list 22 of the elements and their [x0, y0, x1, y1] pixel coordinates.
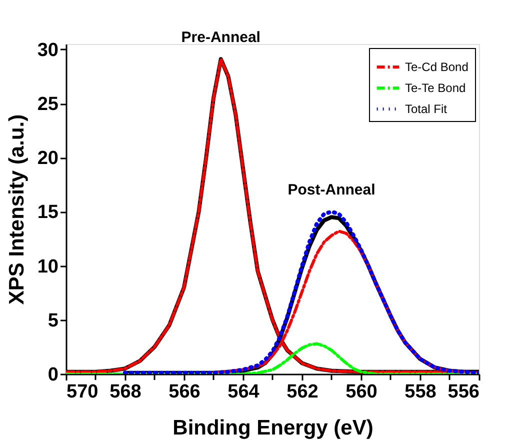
y-tick-label: 0 [48, 364, 58, 386]
y-tick-label: 10 [37, 256, 58, 278]
x-tick-label: 568 [110, 382, 142, 402]
x-axis-title: Binding Energy (eV) [172, 416, 374, 440]
y-tick-label: 25 [37, 94, 59, 116]
annotation: Pre-Anneal [181, 29, 260, 46]
legend-label: Te-Te Bond [405, 81, 466, 95]
legend-label: Te-Cd Bond [405, 60, 468, 74]
y-tick-label: 5 [48, 310, 59, 332]
x-tick-label: 556 [448, 382, 480, 402]
x-tick-label: 558 [404, 382, 436, 402]
x-tick-label: 564 [228, 382, 260, 402]
y-axis-title: XPS Intensity (a.u.) [5, 114, 28, 305]
y-tick-label: 30 [37, 40, 58, 61]
legend-label: Total Fit [405, 102, 448, 116]
x-tick-label: 562 [286, 382, 318, 402]
x-tick-label: 560 [346, 382, 378, 402]
x-tick-label: 570 [66, 382, 98, 402]
y-tick-label: 15 [37, 202, 59, 224]
annotation: Post-Anneal [288, 182, 376, 199]
x-tick-label: 566 [168, 382, 200, 402]
y-tick-label: 20 [37, 148, 58, 170]
